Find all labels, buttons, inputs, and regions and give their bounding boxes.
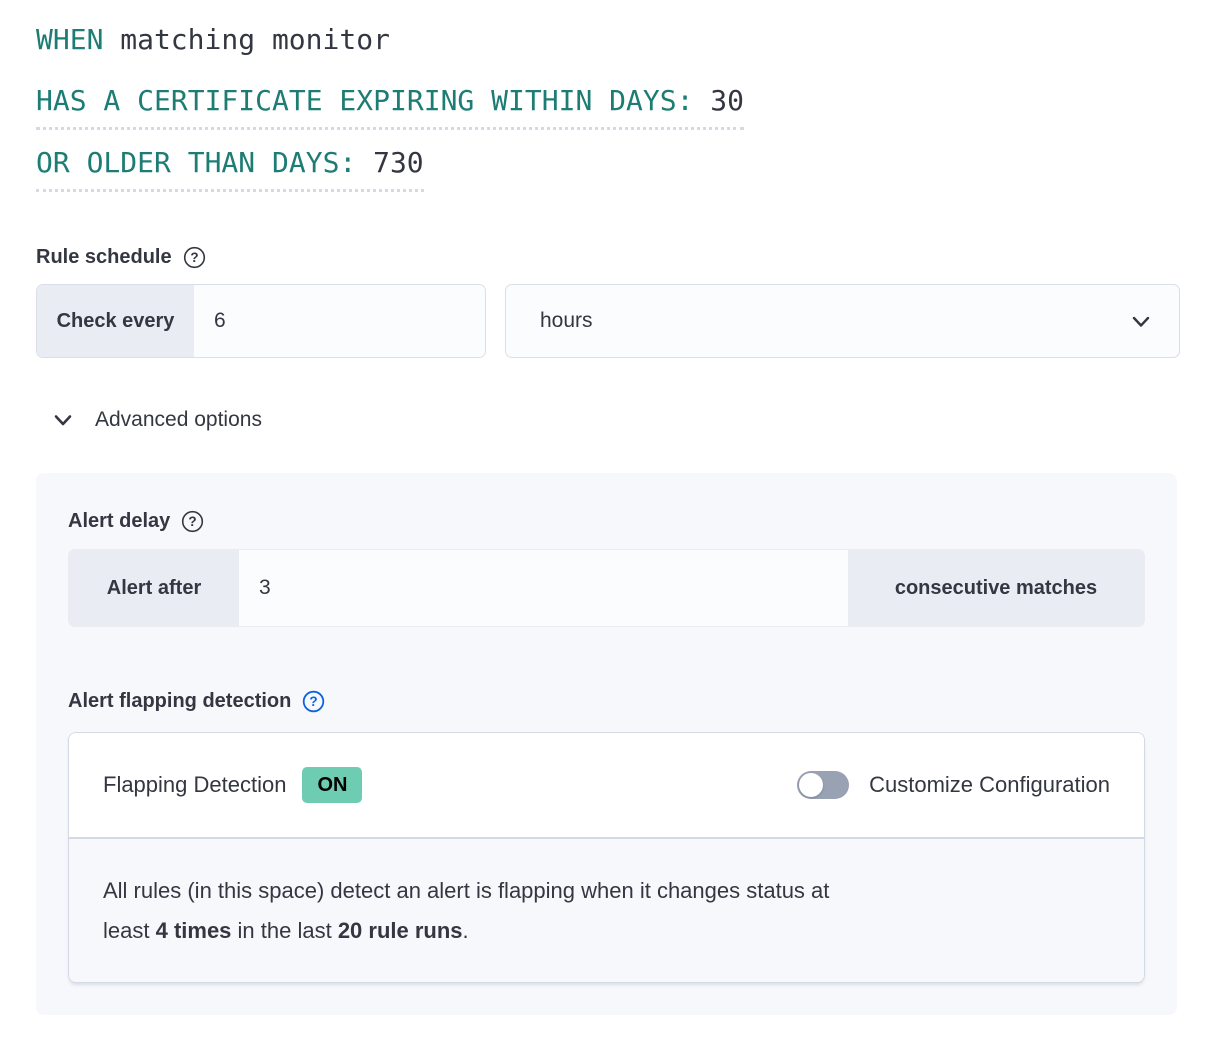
description-line2-prefix: least xyxy=(103,918,156,943)
rule-schedule-label: Rule schedule ? xyxy=(36,242,1180,272)
description-bold-runs: 20 rule runs xyxy=(337,918,463,943)
alert-after-group: Alert after consecutive matches xyxy=(68,549,1145,627)
alert-flapping-detection-label: Alert flapping detection ? xyxy=(68,687,1145,715)
advanced-options-toggle[interactable]: Advanced options xyxy=(36,403,262,437)
expression-expiring-clause[interactable]: HAS A CERTIFICATE EXPIRING WITHIN DAYS: 3… xyxy=(36,86,744,130)
description-middle: in the last xyxy=(231,918,338,943)
expression-when-line: WHEN matching monitor xyxy=(36,0,1180,55)
older-clause-value: 730 xyxy=(373,146,424,179)
svg-text:?: ? xyxy=(310,694,318,709)
alert-flapping-help-icon[interactable]: ? xyxy=(302,690,325,713)
customize-configuration-label[interactable]: Customize Configuration xyxy=(869,772,1110,797)
description-suffix: . xyxy=(462,918,469,943)
advanced-options-label: Advanced options xyxy=(95,408,262,431)
schedule-unit-select[interactable]: hours xyxy=(505,284,1180,358)
check-every-group: Check every xyxy=(36,284,486,358)
alert-after-input[interactable] xyxy=(239,550,848,626)
rule-form: WHEN matching monitor HAS A CERTIFICATE E… xyxy=(36,0,1180,1015)
rule-schedule-row: Check every hours xyxy=(36,284,1180,358)
expiring-clause-value: 30 xyxy=(710,84,744,117)
check-every-input[interactable] xyxy=(194,285,485,357)
when-keyword: WHEN xyxy=(36,23,104,56)
svg-text:?: ? xyxy=(189,514,197,529)
expression-older-clause[interactable]: OR OLDER THAN DAYS: 730 xyxy=(36,148,424,192)
svg-text:?: ? xyxy=(190,250,198,265)
check-every-prepend-label: Check every xyxy=(37,285,194,357)
advanced-options-panel: Alert delay ? Alert after consecutive ma… xyxy=(36,473,1177,1015)
rule-schedule-help-icon[interactable]: ? xyxy=(183,246,206,269)
description-bold-times: 4 times xyxy=(155,918,232,943)
alert-after-append-label: consecutive matches xyxy=(848,550,1144,626)
description-line1: All rules (in this space) detect an aler… xyxy=(103,878,830,903)
when-value: matching monitor xyxy=(120,23,390,56)
flapping-detection-card: Flapping Detection ON Customize Configur… xyxy=(68,732,1145,983)
older-clause-label: OR OLDER THAN DAYS: xyxy=(36,146,357,179)
schedule-unit-value: hours xyxy=(540,309,593,332)
alert-delay-help-icon[interactable]: ? xyxy=(181,510,204,533)
flapping-status-badge: ON xyxy=(302,767,363,803)
card-divider xyxy=(69,837,1144,839)
expiring-clause-label: HAS A CERTIFICATE EXPIRING WITHIN DAYS: xyxy=(36,84,694,117)
flapping-card-header: Flapping Detection ON Customize Configur… xyxy=(69,733,1144,837)
alert-delay-label: Alert delay ? xyxy=(68,507,1145,535)
rule-expression: WHEN matching monitor HAS A CERTIFICATE E… xyxy=(36,0,1180,192)
alert-delay-label-text: Alert delay xyxy=(68,510,171,532)
flapping-description: All rules (in this space) detect an aler… xyxy=(103,871,1110,951)
alert-after-prepend-label: Alert after xyxy=(69,550,239,626)
chevron-down-icon xyxy=(1127,307,1155,335)
alert-flapping-label-text: Alert flapping detection xyxy=(68,690,292,712)
chevron-down-icon xyxy=(48,405,78,435)
customize-configuration-toggle[interactable] xyxy=(797,771,850,799)
flapping-card-footer: All rules (in this space) detect an aler… xyxy=(69,839,1144,982)
toggle-knob xyxy=(799,773,824,797)
rule-schedule-label-text: Rule schedule xyxy=(36,246,172,268)
flapping-detection-title: Flapping Detection xyxy=(103,772,287,797)
